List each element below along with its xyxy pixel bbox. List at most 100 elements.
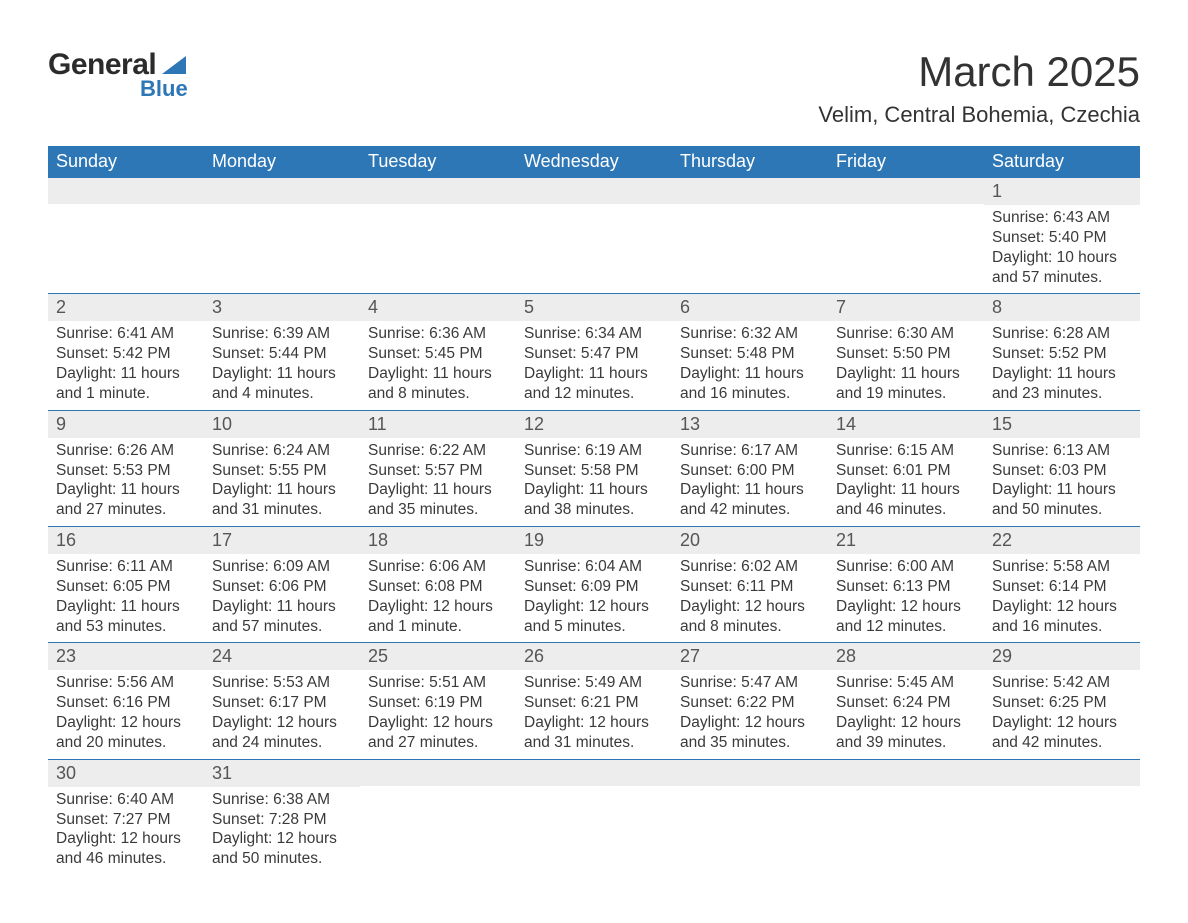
calendar-cell: 21Sunrise: 6:00 AMSunset: 6:13 PMDayligh… xyxy=(828,527,984,643)
day-number: 21 xyxy=(828,527,984,554)
day-sunrise: Sunrise: 5:56 AM xyxy=(56,673,196,693)
day-daylight1: Daylight: 11 hours xyxy=(56,364,196,384)
day-number: 30 xyxy=(48,760,204,787)
day-body-empty xyxy=(672,786,828,858)
day-daylight1: Daylight: 12 hours xyxy=(836,713,976,733)
day-sunrise: Sunrise: 6:34 AM xyxy=(524,324,664,344)
day-number: 28 xyxy=(828,643,984,670)
calendar-cell: 13Sunrise: 6:17 AMSunset: 6:00 PMDayligh… xyxy=(672,410,828,526)
calendar-cell: 2Sunrise: 6:41 AMSunset: 5:42 PMDaylight… xyxy=(48,294,204,410)
calendar-cell: 3Sunrise: 6:39 AMSunset: 5:44 PMDaylight… xyxy=(204,294,360,410)
weekday-header: Friday xyxy=(828,146,984,178)
day-body: Sunrise: 6:11 AMSunset: 6:05 PMDaylight:… xyxy=(48,554,204,642)
day-sunrise: Sunrise: 5:47 AM xyxy=(680,673,820,693)
weekday-header-row: Sunday Monday Tuesday Wednesday Thursday… xyxy=(48,146,1140,178)
day-daylight1: Daylight: 11 hours xyxy=(212,364,352,384)
day-daylight1: Daylight: 11 hours xyxy=(524,480,664,500)
day-daylight2: and 1 minute. xyxy=(56,384,196,404)
day-sunset: Sunset: 6:19 PM xyxy=(368,693,508,713)
day-body: Sunrise: 6:30 AMSunset: 5:50 PMDaylight:… xyxy=(828,321,984,409)
day-sunset: Sunset: 6:24 PM xyxy=(836,693,976,713)
day-body: Sunrise: 6:32 AMSunset: 5:48 PMDaylight:… xyxy=(672,321,828,409)
day-number: 20 xyxy=(672,527,828,554)
calendar-cell xyxy=(828,759,984,875)
day-number: 1 xyxy=(984,178,1140,205)
day-number-empty xyxy=(672,178,828,204)
day-number-empty xyxy=(360,178,516,204)
day-daylight1: Daylight: 12 hours xyxy=(212,829,352,849)
day-daylight1: Daylight: 11 hours xyxy=(212,597,352,617)
day-sunrise: Sunrise: 6:06 AM xyxy=(368,557,508,577)
day-number-empty xyxy=(204,178,360,204)
day-number: 3 xyxy=(204,294,360,321)
calendar-cell xyxy=(360,759,516,875)
day-daylight1: Daylight: 11 hours xyxy=(56,480,196,500)
day-number-empty xyxy=(516,760,672,786)
day-body-empty xyxy=(360,204,516,276)
calendar-cell xyxy=(360,178,516,294)
day-daylight2: and 38 minutes. xyxy=(524,500,664,520)
day-number: 2 xyxy=(48,294,204,321)
day-daylight1: Daylight: 10 hours xyxy=(992,248,1132,268)
day-body-empty xyxy=(516,204,672,276)
day-sunset: Sunset: 6:16 PM xyxy=(56,693,196,713)
day-daylight1: Daylight: 12 hours xyxy=(368,713,508,733)
day-daylight2: and 46 minutes. xyxy=(56,849,196,869)
day-daylight1: Daylight: 12 hours xyxy=(992,597,1132,617)
day-sunset: Sunset: 6:03 PM xyxy=(992,461,1132,481)
day-number: 10 xyxy=(204,411,360,438)
day-body: Sunrise: 5:49 AMSunset: 6:21 PMDaylight:… xyxy=(516,670,672,758)
day-number: 7 xyxy=(828,294,984,321)
day-sunrise: Sunrise: 6:43 AM xyxy=(992,208,1132,228)
weekday-header: Thursday xyxy=(672,146,828,178)
day-number: 18 xyxy=(360,527,516,554)
day-body: Sunrise: 6:39 AMSunset: 5:44 PMDaylight:… xyxy=(204,321,360,409)
day-sunrise: Sunrise: 6:32 AM xyxy=(680,324,820,344)
day-body: Sunrise: 6:09 AMSunset: 6:06 PMDaylight:… xyxy=(204,554,360,642)
day-daylight1: Daylight: 12 hours xyxy=(56,829,196,849)
day-sunrise: Sunrise: 6:02 AM xyxy=(680,557,820,577)
calendar-cell: 19Sunrise: 6:04 AMSunset: 6:09 PMDayligh… xyxy=(516,527,672,643)
weekday-header: Sunday xyxy=(48,146,204,178)
day-number: 26 xyxy=(516,643,672,670)
day-number: 31 xyxy=(204,760,360,787)
day-sunset: Sunset: 6:14 PM xyxy=(992,577,1132,597)
day-number: 15 xyxy=(984,411,1140,438)
day-sunrise: Sunrise: 6:26 AM xyxy=(56,441,196,461)
day-sunset: Sunset: 6:11 PM xyxy=(680,577,820,597)
day-body: Sunrise: 6:36 AMSunset: 5:45 PMDaylight:… xyxy=(360,321,516,409)
calendar-cell: 17Sunrise: 6:09 AMSunset: 6:06 PMDayligh… xyxy=(204,527,360,643)
brand-bottom: Blue xyxy=(140,76,188,102)
day-daylight1: Daylight: 12 hours xyxy=(680,597,820,617)
day-sunrise: Sunrise: 6:19 AM xyxy=(524,441,664,461)
brand-logo: General Blue xyxy=(48,48,188,102)
day-body: Sunrise: 5:51 AMSunset: 6:19 PMDaylight:… xyxy=(360,670,516,758)
day-number: 6 xyxy=(672,294,828,321)
day-daylight2: and 19 minutes. xyxy=(836,384,976,404)
day-body: Sunrise: 6:04 AMSunset: 6:09 PMDaylight:… xyxy=(516,554,672,642)
day-sunset: Sunset: 6:00 PM xyxy=(680,461,820,481)
day-number: 22 xyxy=(984,527,1140,554)
day-sunset: Sunset: 7:27 PM xyxy=(56,810,196,830)
day-daylight2: and 31 minutes. xyxy=(524,733,664,753)
day-sunrise: Sunrise: 6:22 AM xyxy=(368,441,508,461)
day-sunrise: Sunrise: 5:45 AM xyxy=(836,673,976,693)
day-body: Sunrise: 5:47 AMSunset: 6:22 PMDaylight:… xyxy=(672,670,828,758)
day-sunset: Sunset: 6:17 PM xyxy=(212,693,352,713)
calendar-cell: 25Sunrise: 5:51 AMSunset: 6:19 PMDayligh… xyxy=(360,643,516,759)
day-daylight1: Daylight: 11 hours xyxy=(836,364,976,384)
day-number-empty xyxy=(672,760,828,786)
day-daylight1: Daylight: 12 hours xyxy=(212,713,352,733)
day-sunrise: Sunrise: 6:41 AM xyxy=(56,324,196,344)
day-sunrise: Sunrise: 6:36 AM xyxy=(368,324,508,344)
day-daylight1: Daylight: 11 hours xyxy=(524,364,664,384)
day-body: Sunrise: 5:45 AMSunset: 6:24 PMDaylight:… xyxy=(828,670,984,758)
day-daylight1: Daylight: 12 hours xyxy=(524,713,664,733)
header: General Blue March 2025 Velim, Central B… xyxy=(48,48,1140,128)
calendar-cell: 20 Sunrise: 6:02 AMSunset: 6:11 PMDayligh… xyxy=(672,527,828,643)
day-sunrise: Sunrise: 5:51 AM xyxy=(368,673,508,693)
day-sunrise: Sunrise: 6:24 AM xyxy=(212,441,352,461)
day-daylight2: and 50 minutes. xyxy=(212,849,352,869)
calendar-cell xyxy=(204,178,360,294)
day-body: Sunrise: 6:41 AMSunset: 5:42 PMDaylight:… xyxy=(48,321,204,409)
